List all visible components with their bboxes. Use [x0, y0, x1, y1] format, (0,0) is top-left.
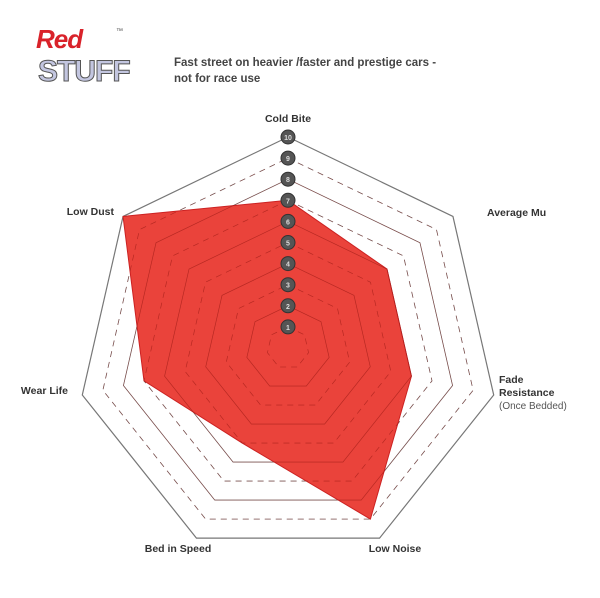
- grid-ring-overlay-5: [184, 242, 392, 444]
- tick-label-3: 3: [286, 283, 290, 290]
- logo-stuff: STUFF: [38, 55, 132, 88]
- grid-ring-overlay-6: [164, 221, 412, 463]
- grid-ring-overlay-9: [102, 157, 474, 520]
- tick-marker-10: [280, 129, 296, 145]
- logo-tm: ™: [116, 28, 123, 35]
- tick-label-10: 10: [284, 135, 292, 142]
- subtitle-line-1: Fast street on heavier /faster and prest…: [174, 57, 437, 69]
- axis-label-low-dust: Low Dust: [67, 206, 115, 218]
- tick-label-1: 1: [286, 325, 290, 332]
- axis-label-wear-life: Wear Life: [21, 385, 68, 397]
- subtitle-line-2: not for race use: [174, 73, 261, 85]
- axis-label-low-noise: Low Noise: [369, 543, 422, 555]
- tick-label-7: 7: [286, 198, 290, 205]
- tick-label-2: 2: [286, 304, 290, 311]
- grid-ring-10: [81, 136, 495, 539]
- tick-label-8: 8: [286, 177, 290, 184]
- red-stuff-logo: Red STUFF ™: [34, 26, 134, 96]
- grid-ring-overlay-3: [225, 284, 351, 406]
- tick-label-9: 9: [286, 156, 290, 163]
- tick-marker-3: [280, 277, 296, 293]
- tick-label-6: 6: [286, 219, 290, 226]
- tick-marker-8: [280, 171, 296, 187]
- axis-label-cold-bite: Cold Bite: [265, 113, 311, 125]
- tick-marker-2: [280, 298, 296, 314]
- tick-marker-9: [280, 150, 296, 166]
- tick-label-4: 4: [286, 262, 290, 269]
- tick-marker-1: [280, 319, 296, 335]
- grid-ring-overlay-4: [205, 263, 371, 425]
- grid-ring-overlay-2: [246, 305, 330, 387]
- chart-subtitle: Fast street on heavier /faster and prest…: [174, 55, 494, 87]
- logo-red: Red: [36, 24, 83, 54]
- grid-ring-overlay-8: [123, 178, 453, 501]
- tick-marker-6: [280, 213, 296, 229]
- axis-label-fade-resistance: Fade Resistance (Once Bedded): [499, 374, 567, 412]
- tick-marker-7: [280, 192, 296, 208]
- tick-label-5: 5: [286, 241, 290, 248]
- data-area: [122, 199, 412, 520]
- axis-label-bed-in-speed: Bed in Speed: [145, 543, 212, 555]
- axis-label-average-mu: Average Mu: [487, 207, 546, 219]
- tick-marker-4: [280, 256, 296, 272]
- tick-marker-5: [280, 235, 296, 250]
